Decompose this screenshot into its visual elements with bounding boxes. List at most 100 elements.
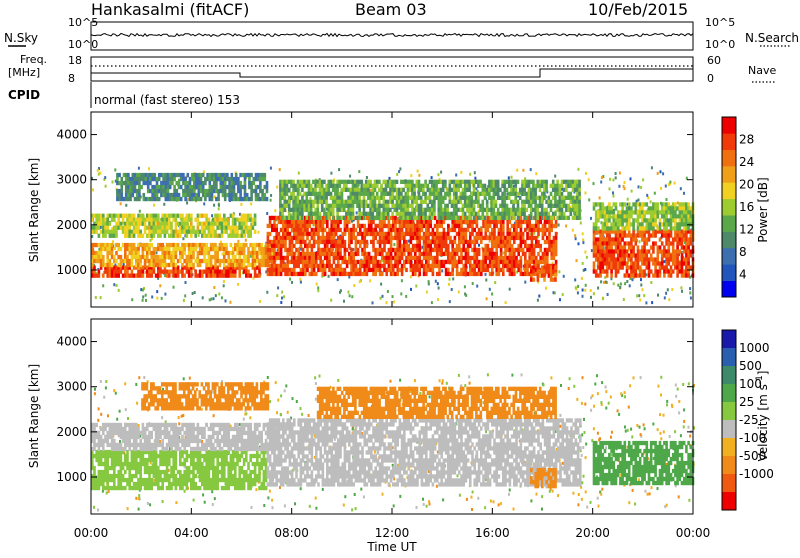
power-noise-cell <box>584 289 586 292</box>
power-noise-cell <box>380 297 382 300</box>
power-cell <box>140 185 143 189</box>
power-cell <box>177 274 180 278</box>
power-cell <box>267 236 270 240</box>
power-cell <box>138 193 141 197</box>
power-cell <box>476 224 479 228</box>
power-cell <box>543 192 546 196</box>
power-cell <box>341 236 344 240</box>
power-cell <box>526 216 529 220</box>
power-noise-cell <box>351 220 353 223</box>
power-cell <box>267 260 270 264</box>
power-cell <box>179 259 182 263</box>
power-cell <box>374 256 377 260</box>
power-noise-cell <box>489 288 491 291</box>
power-cell <box>550 220 553 224</box>
power-noise-cell <box>639 240 641 243</box>
power-cell <box>208 251 211 255</box>
power-cell <box>341 196 344 200</box>
power-cell <box>115 230 118 234</box>
power-cell <box>502 224 505 228</box>
power-noise-cell <box>650 200 652 203</box>
power-cell <box>478 248 481 252</box>
power-cell <box>465 232 468 236</box>
power-cell <box>379 268 382 272</box>
power-cell <box>421 228 424 232</box>
power-cell <box>344 256 347 260</box>
power-cell <box>498 272 501 276</box>
power-cell <box>226 173 229 177</box>
power-cell <box>512 216 515 220</box>
power-cell <box>252 226 255 230</box>
power-cell <box>215 181 218 185</box>
power-cell <box>559 188 562 192</box>
power-cell <box>359 244 362 248</box>
power-cell <box>323 208 326 212</box>
power-cell <box>363 216 366 220</box>
power-cell <box>390 240 393 244</box>
power-cell <box>333 236 336 240</box>
power-noise-cell <box>485 273 487 276</box>
power-cell <box>350 240 353 244</box>
power-noise-cell <box>478 244 480 247</box>
power-cell <box>121 185 124 189</box>
power-noise-cell <box>611 216 613 219</box>
power-cell <box>372 240 375 244</box>
power-cell <box>372 212 375 216</box>
power-noise-cell <box>609 178 611 181</box>
power-cell <box>555 236 558 240</box>
power-cell <box>399 260 402 264</box>
power-cell <box>355 244 358 248</box>
power-cell <box>133 243 136 247</box>
power-noise-cell <box>617 284 619 287</box>
power-cell <box>379 260 382 264</box>
power-cell <box>545 188 548 192</box>
power-cell <box>522 232 525 236</box>
power-cell <box>317 244 320 248</box>
power-cell <box>546 260 549 264</box>
power-cell <box>175 218 178 222</box>
power-cell <box>506 224 509 228</box>
power-cell <box>502 220 505 224</box>
power-noise-cell <box>582 262 584 265</box>
power-cell <box>336 212 339 216</box>
power-cell <box>333 260 336 264</box>
power-noise-cell <box>339 291 341 294</box>
power-noise-cell <box>274 209 276 212</box>
power-noise-cell <box>138 167 140 170</box>
power-noise-cell <box>396 173 398 176</box>
power-cell <box>161 243 164 247</box>
power-noise-cell <box>638 185 640 188</box>
power-cell <box>313 236 316 240</box>
power-noise-cell <box>213 297 215 300</box>
power-noise-cell <box>491 293 493 296</box>
power-cell <box>578 188 581 192</box>
power-cell <box>288 200 291 204</box>
power-noise-cell <box>574 234 576 237</box>
power-cell <box>462 216 465 220</box>
power-cell <box>420 196 423 200</box>
power-cell <box>615 273 618 277</box>
power-noise-cell <box>259 300 261 303</box>
power-noise-cell <box>116 284 118 287</box>
power-cell <box>541 204 544 208</box>
power-cell <box>115 259 118 263</box>
power-cell <box>306 196 309 200</box>
power-noise-cell <box>524 281 526 284</box>
power-cell <box>115 234 118 238</box>
power-cell <box>215 185 218 189</box>
power-noise-cell <box>582 295 584 298</box>
power-noise-cell <box>398 170 400 173</box>
power-cell <box>418 180 421 184</box>
power-cell <box>150 243 153 247</box>
power-noise-cell <box>472 282 474 285</box>
power-cell <box>212 226 215 230</box>
power-cell <box>602 265 605 269</box>
power-cell <box>532 278 535 282</box>
power-noise-cell <box>277 286 279 289</box>
power-noise-cell <box>516 169 518 172</box>
power-cell <box>456 264 459 268</box>
power-noise-cell <box>624 181 626 184</box>
power-cell <box>301 216 304 220</box>
power-cell <box>374 228 377 232</box>
power-cell <box>363 208 366 212</box>
